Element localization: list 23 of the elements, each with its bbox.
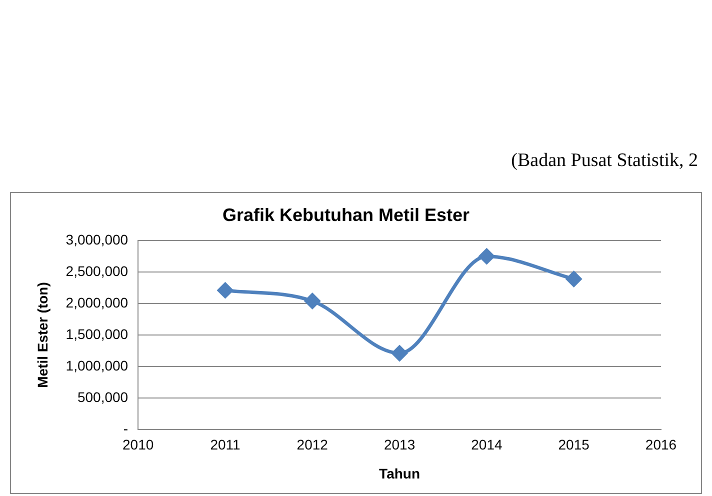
point bbox=[304, 293, 320, 309]
x-tick-label: 2016 bbox=[645, 436, 677, 453]
chart-title: Grafik Kebutuhan Metil Ester bbox=[222, 204, 470, 225]
point bbox=[217, 282, 233, 298]
point bbox=[478, 248, 494, 264]
x-tick-label: 2014 bbox=[471, 436, 502, 453]
x-tick-label: 2012 bbox=[296, 436, 328, 453]
y-tick-label: 2,500,000 bbox=[66, 262, 128, 279]
y-tick-label: - bbox=[123, 420, 128, 436]
y-tick-label: 1,500,000 bbox=[66, 326, 128, 342]
x-tick-label: 2013 bbox=[384, 436, 416, 453]
y-tick-label: 3,000,000 bbox=[66, 231, 128, 248]
y-tick-label: 2,000,000 bbox=[66, 294, 128, 310]
point bbox=[392, 346, 408, 361]
y-tick-label: 1,000,000 bbox=[66, 357, 128, 374]
x-tick-label: 2010 bbox=[122, 436, 154, 453]
x-tick-label: 2011 bbox=[210, 436, 240, 453]
y-axis-title: Metil Ester (ton) bbox=[34, 282, 50, 388]
point bbox=[566, 271, 582, 287]
y-tick-label: 500,000 bbox=[77, 388, 128, 405]
x-axis-title: Tahun bbox=[379, 465, 420, 482]
x-tick-label: 2015 bbox=[558, 436, 590, 453]
text: (Badan Pusat Statistik, 2 bbox=[511, 150, 698, 172]
